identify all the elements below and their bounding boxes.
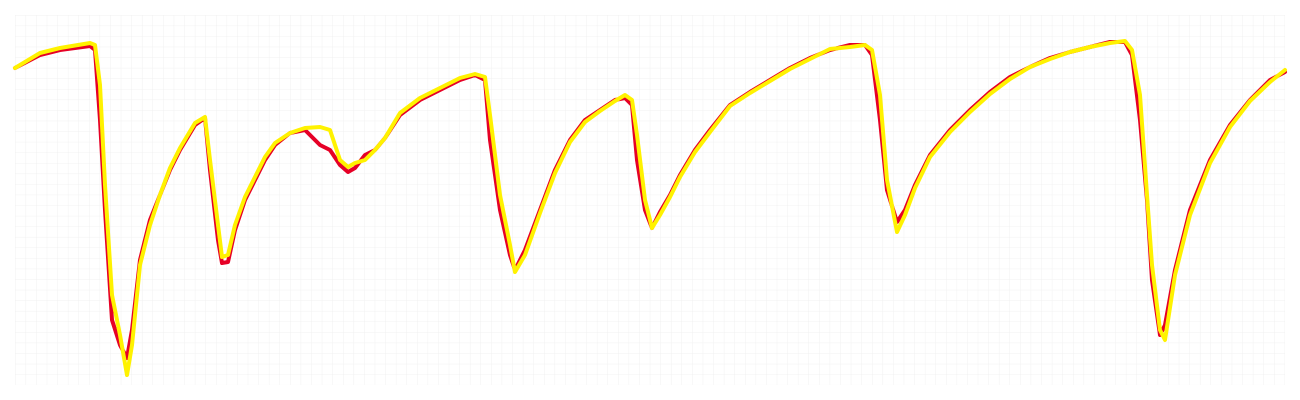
- series-line: [13, 39, 1287, 377]
- grid: [15, 15, 1285, 385]
